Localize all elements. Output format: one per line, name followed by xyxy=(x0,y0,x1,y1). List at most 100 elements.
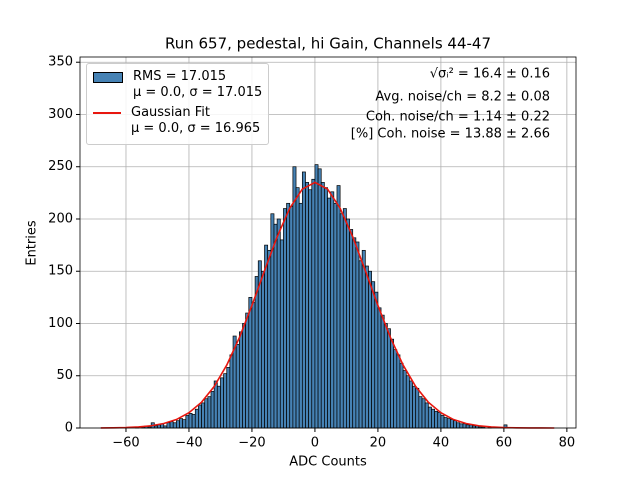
bar xyxy=(374,291,379,429)
bar xyxy=(342,208,347,429)
bar xyxy=(427,406,432,429)
bar xyxy=(289,206,294,429)
annotation: Coh. noise/ch = 1.14 ± 0.22 xyxy=(366,110,550,125)
bar xyxy=(415,387,420,429)
bar xyxy=(182,419,187,429)
bar xyxy=(383,323,388,429)
bar xyxy=(298,202,303,429)
bar xyxy=(194,408,199,429)
bar xyxy=(361,249,366,429)
bar xyxy=(188,413,193,429)
bar xyxy=(409,380,413,429)
x-tick-label: 20 xyxy=(370,436,387,451)
bar xyxy=(449,419,454,429)
bar xyxy=(176,420,180,429)
legend-swatch xyxy=(93,72,123,83)
bar xyxy=(377,307,382,429)
x-tick-label: −20 xyxy=(238,436,265,451)
bar xyxy=(349,229,354,429)
legend-label: RMS = 17.015 μ = 0.0, σ = 17.015 xyxy=(133,69,263,100)
bar xyxy=(301,171,306,429)
chart-title: Run 657, pedestal, hi Gain, Channels 44-… xyxy=(165,35,491,53)
bar xyxy=(292,166,297,429)
bar xyxy=(352,237,357,429)
y-tick-label: 300 xyxy=(48,107,73,122)
bar xyxy=(267,249,272,429)
y-tick-label: 50 xyxy=(56,368,73,383)
bar xyxy=(204,398,209,429)
bar xyxy=(283,208,287,429)
x-tick-label: 60 xyxy=(496,436,513,451)
bar xyxy=(324,187,328,429)
bar xyxy=(418,396,423,429)
bar xyxy=(396,354,401,429)
x-tick-label: −60 xyxy=(112,436,139,451)
fit-line xyxy=(100,181,555,429)
bar xyxy=(387,328,391,429)
x-axis-label: ADC Counts xyxy=(289,455,367,470)
legend-label: Gaussian Fit μ = 0.0, σ = 16.965 xyxy=(131,105,261,136)
bar xyxy=(355,241,360,429)
x-tick-label: 80 xyxy=(559,436,576,451)
bar xyxy=(314,164,319,429)
bar xyxy=(264,244,269,429)
bar xyxy=(216,385,221,429)
bar xyxy=(273,223,278,429)
bar xyxy=(320,182,325,429)
bar xyxy=(317,168,322,429)
bar xyxy=(330,191,335,429)
y-tick-label: 250 xyxy=(48,159,73,174)
x-tick-label: −40 xyxy=(175,436,202,451)
bar xyxy=(339,213,344,429)
y-tick-label: 350 xyxy=(48,55,73,70)
bar xyxy=(462,423,467,429)
annotation: [%] Coh. noise = 13.88 ± 2.66 xyxy=(351,127,550,142)
bar xyxy=(437,411,442,429)
bar xyxy=(226,367,231,429)
bar xyxy=(364,265,369,429)
legend-entry: RMS = 17.015 μ = 0.0, σ = 17.015 xyxy=(93,69,262,101)
bar xyxy=(405,375,410,429)
bar xyxy=(311,178,316,429)
bar xyxy=(327,197,332,429)
x-tick-label: 0 xyxy=(311,436,319,451)
bar xyxy=(213,380,218,429)
annotation: √σᵢ² = 16.4 ± 0.16 xyxy=(430,67,550,82)
bar xyxy=(380,314,385,429)
y-tick-label: 150 xyxy=(48,264,73,279)
bar xyxy=(220,377,224,429)
bar xyxy=(223,373,228,429)
bar xyxy=(251,302,256,429)
bar xyxy=(179,418,184,429)
bar xyxy=(276,218,281,429)
bar xyxy=(210,391,215,429)
bar xyxy=(402,370,407,429)
bar xyxy=(421,398,426,429)
bar xyxy=(393,349,398,429)
bar xyxy=(456,422,461,429)
bar xyxy=(333,202,338,429)
bar xyxy=(390,338,395,429)
bar xyxy=(235,344,240,429)
bar xyxy=(201,402,206,429)
legend-entry: Gaussian Fit μ = 0.0, σ = 16.965 xyxy=(93,105,262,137)
x-tick-label: 40 xyxy=(433,436,450,451)
bar xyxy=(242,323,246,429)
bar xyxy=(308,189,313,429)
y-tick-label: 100 xyxy=(48,316,73,331)
legend: RMS = 17.015 μ = 0.0, σ = 17.015 Gaussian… xyxy=(86,63,270,145)
bar xyxy=(286,202,291,429)
bar xyxy=(261,270,265,429)
y-tick-label: 0 xyxy=(65,421,73,436)
bar xyxy=(279,239,284,429)
bar xyxy=(446,418,451,429)
bar xyxy=(238,331,243,429)
bar xyxy=(229,354,234,429)
bar xyxy=(295,187,300,429)
y-axis-label: Entries xyxy=(25,220,40,266)
bar xyxy=(305,182,309,429)
bar xyxy=(412,385,417,429)
bar xyxy=(431,408,435,429)
bar xyxy=(434,410,439,429)
